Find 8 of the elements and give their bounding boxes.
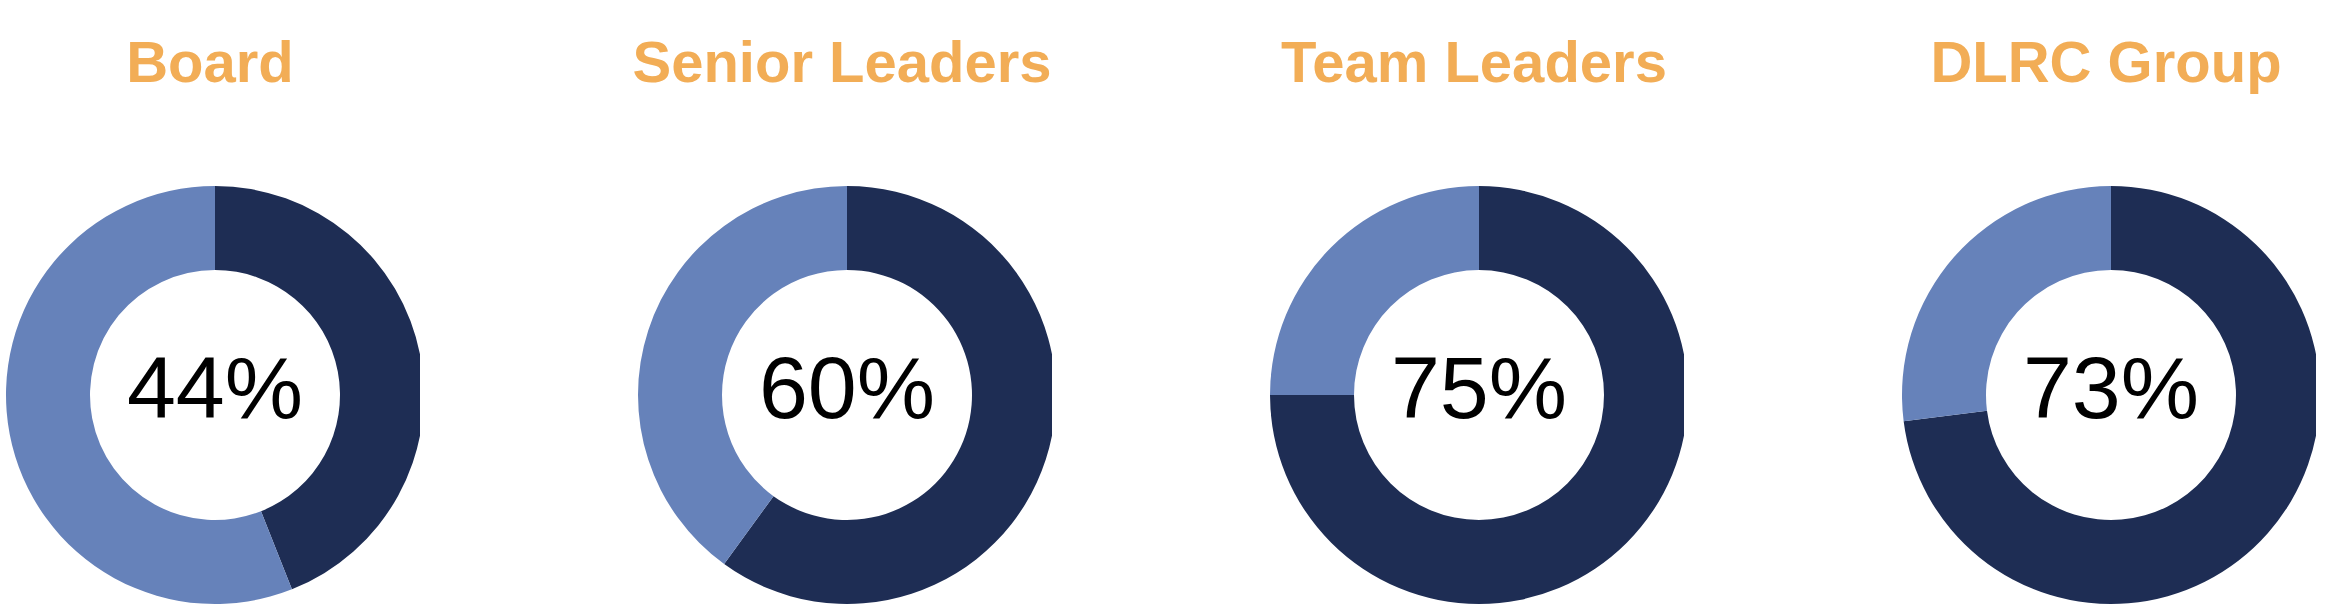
chart-title: Board: [125, 29, 295, 94]
data-label: 73%: [2022, 338, 2200, 437]
data-label: 75%: [1390, 338, 1568, 437]
data-label: 60%: [758, 338, 936, 437]
chart-title: Team Leaders: [1280, 29, 1668, 94]
chart-title: DLRC Group: [1929, 29, 2283, 94]
data-label: 44%: [126, 338, 304, 437]
chart-title: Senior Leaders: [631, 29, 1053, 94]
